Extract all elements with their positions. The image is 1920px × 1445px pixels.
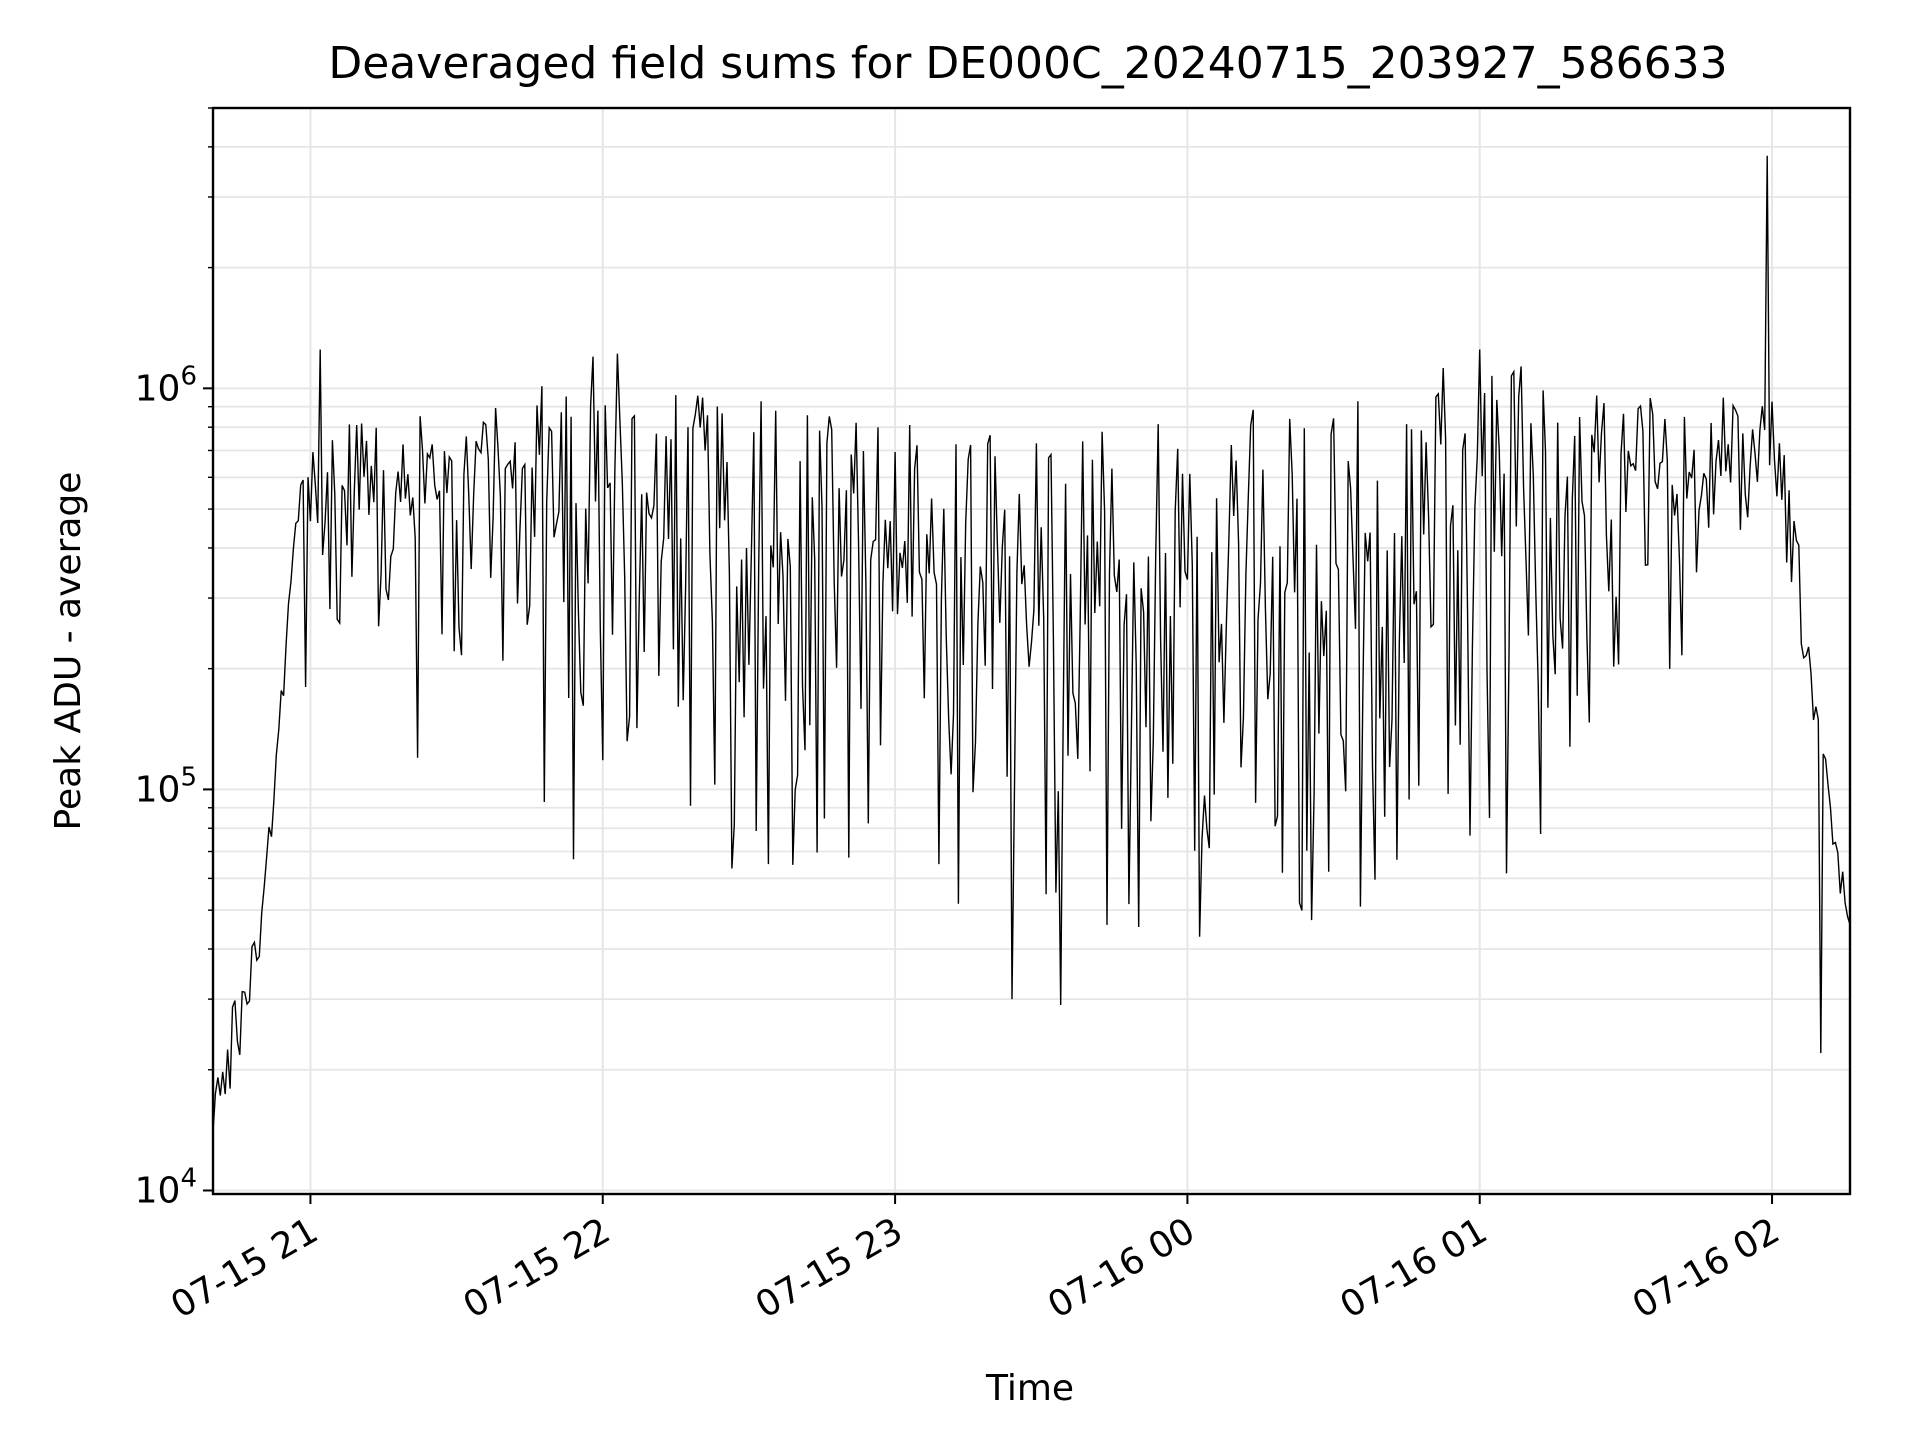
y-tick-label-exponent: 4 <box>180 1163 197 1193</box>
y-tick-label-base: 10 <box>135 368 181 409</box>
x-tick-label: 07-15 23 <box>749 1210 910 1326</box>
x-axis-title: Time <box>985 1368 1074 1409</box>
y-tick-label-exponent: 5 <box>180 762 197 792</box>
grid-lines <box>213 107 1850 1194</box>
x-tick-label: 07-16 00 <box>1041 1210 1202 1326</box>
y-tick-label: 105 <box>135 762 197 810</box>
y-tick-label-base: 10 <box>135 769 181 810</box>
x-tick-label: 07-15 22 <box>457 1210 618 1326</box>
data-series <box>212 155 1851 1133</box>
data-series-line <box>212 155 1851 1133</box>
chart-title: Deaveraged field sums for DE000C_2024071… <box>328 38 1727 89</box>
x-tick-label: 07-15 21 <box>164 1210 325 1326</box>
y-tick-label-exponent: 6 <box>180 361 197 391</box>
y-tick-label: 104 <box>135 1163 197 1211</box>
plot-area-frame <box>211 106 1852 1196</box>
x-axis: 07-15 21 07-15 22 07-15 23 07-16 00 07-16 01… <box>164 1194 1787 1327</box>
x-tick-label: 07-16 01 <box>1334 1210 1495 1326</box>
x-tick-label: 07-16 02 <box>1626 1210 1787 1326</box>
y-axis-title: Peak ADU - average <box>48 472 89 831</box>
y-tick-label: 106 <box>135 361 197 409</box>
y-tick-label-base: 10 <box>135 1170 181 1211</box>
